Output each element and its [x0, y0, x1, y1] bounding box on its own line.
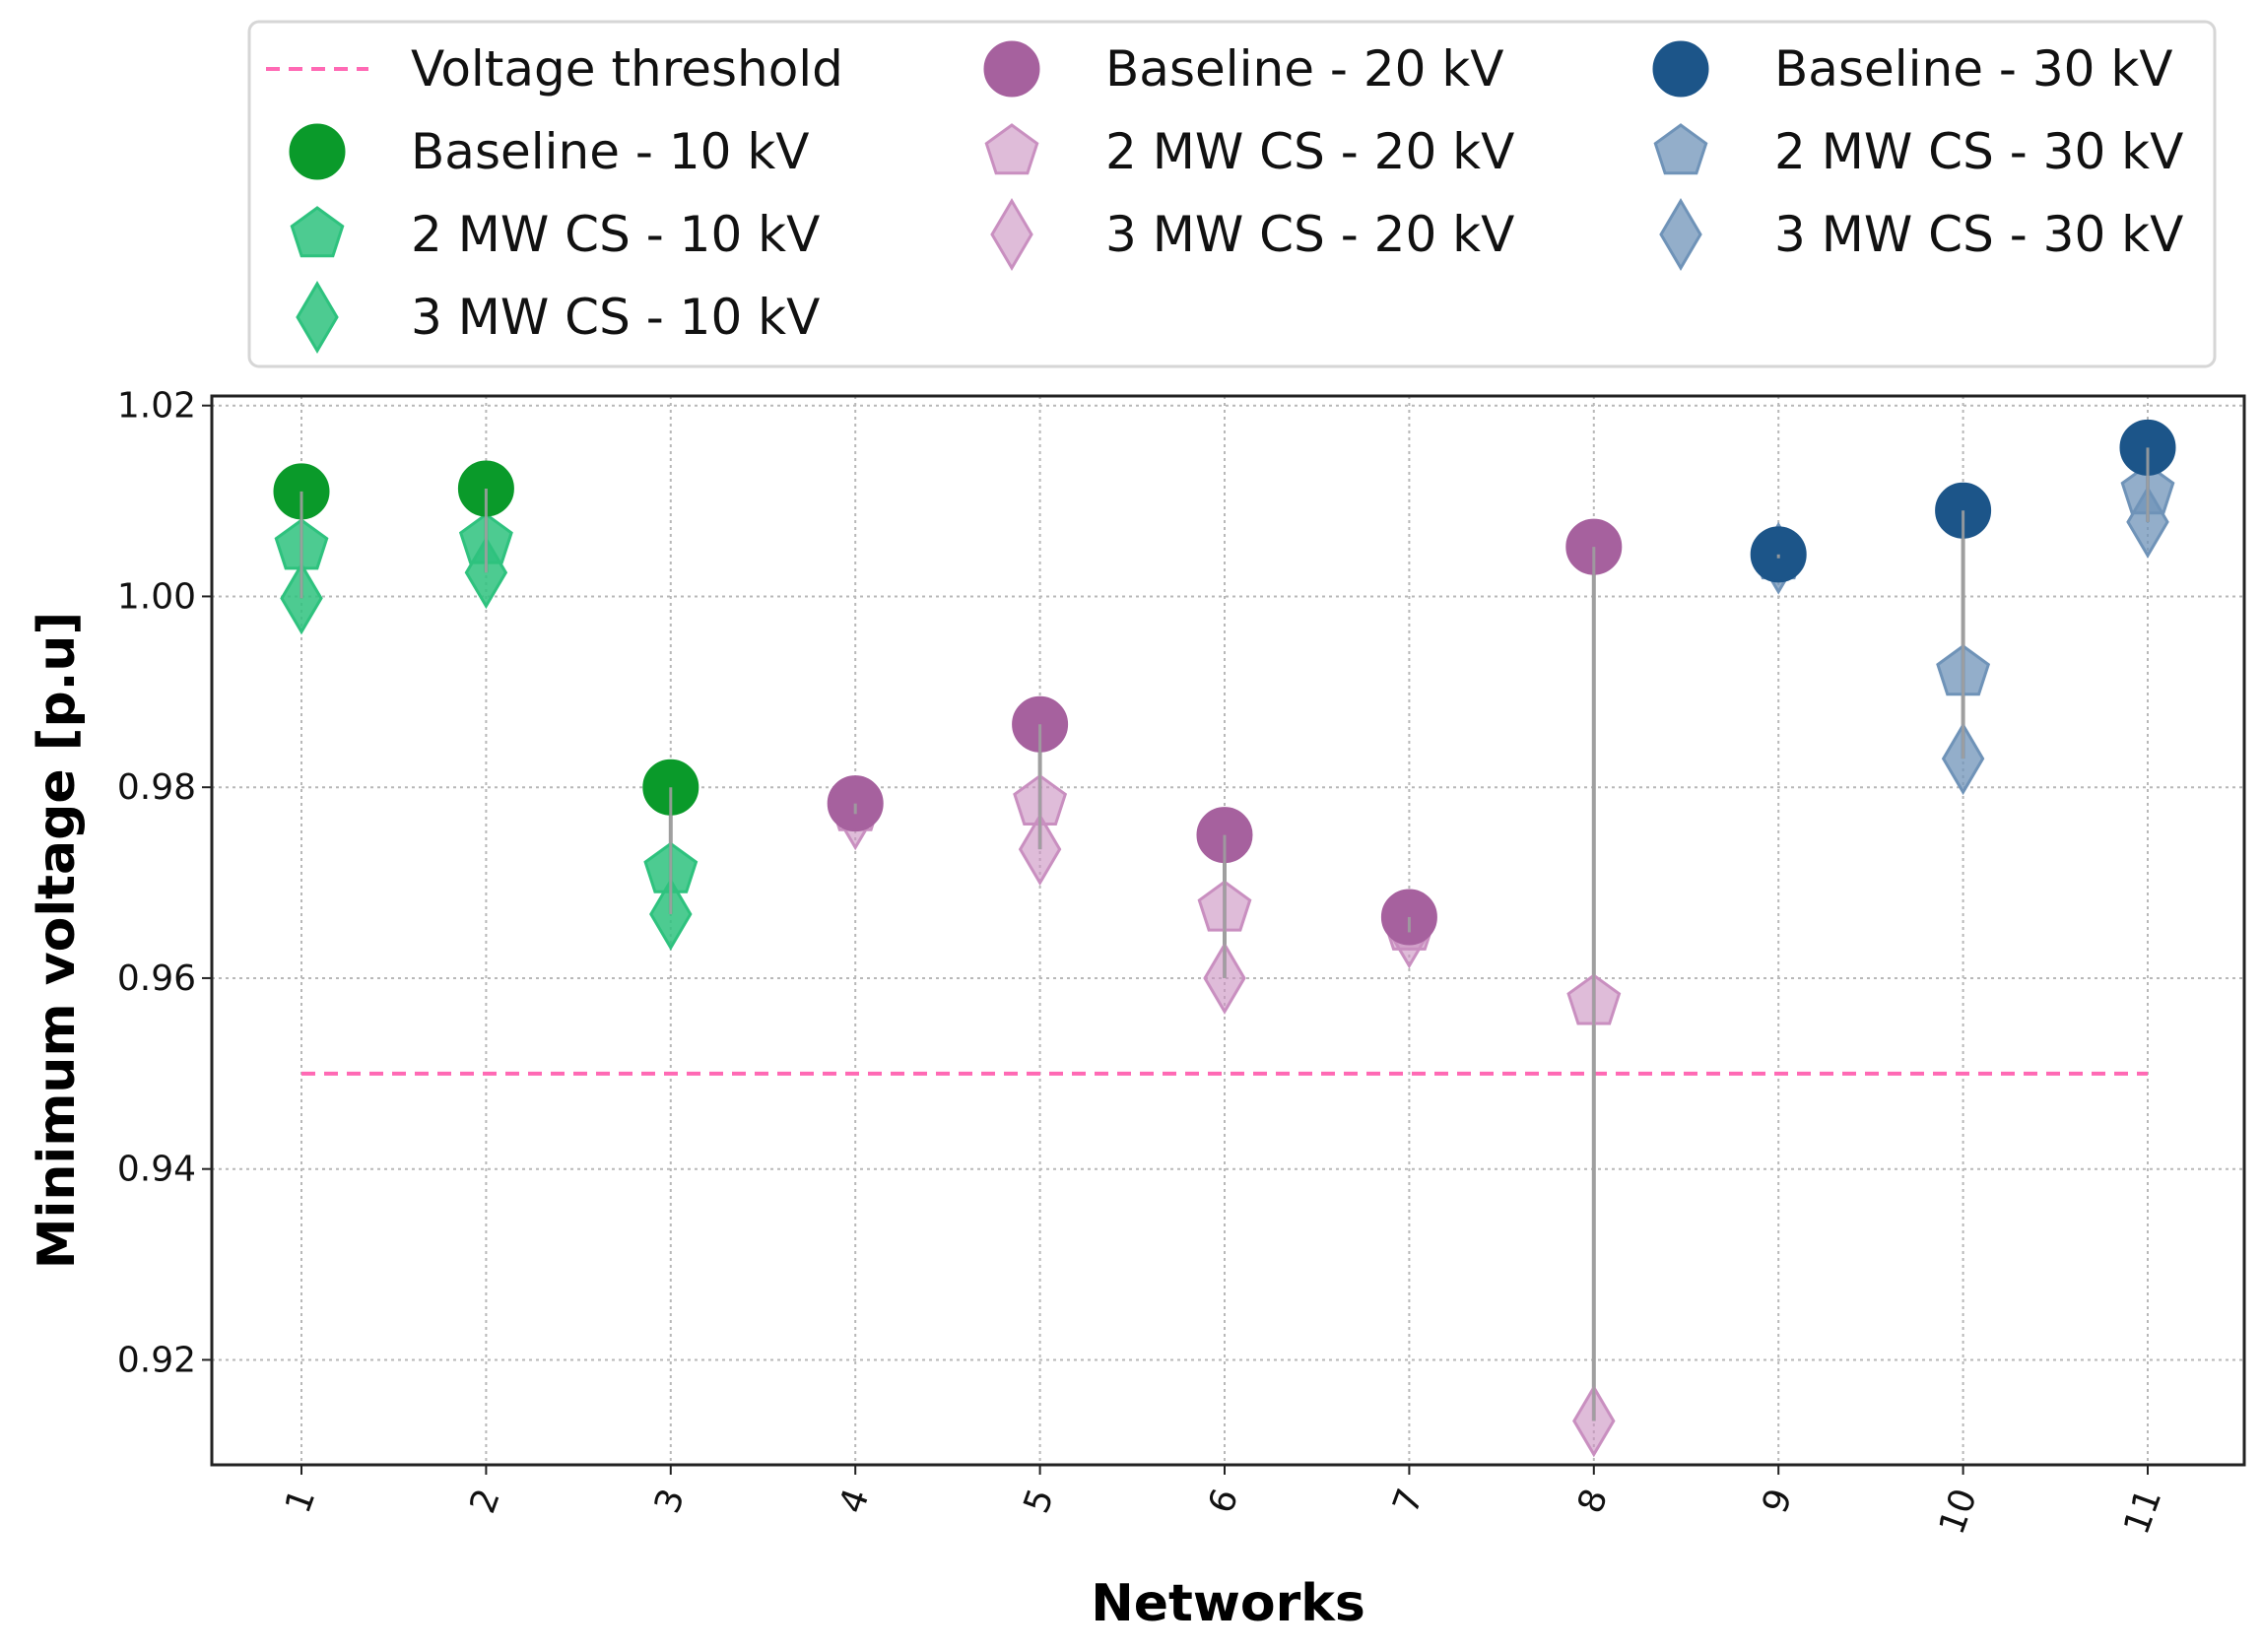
legend-label: 2 MW CS - 30 kV [1774, 123, 2183, 180]
x-tick-label-6: 6 [1201, 1484, 1246, 1519]
legend-item-baseline-30-kv: Baseline - 30 kV [1652, 40, 2173, 98]
legend-label: 3 MW CS - 30 kV [1774, 206, 2183, 263]
y-axis-title: Minimum voltage [p.u] [28, 612, 87, 1269]
x-tick-label-5: 5 [1017, 1484, 1062, 1519]
legend-swatch-2-mw-cs-30-kv [1653, 123, 1708, 175]
y-tick-label: 0.94 [117, 1150, 196, 1190]
y-axis-ticks: 0.92 0.94 0.96 0.98 1.00 1.02 [117, 386, 212, 1380]
y-tick-label: 0.92 [117, 1340, 196, 1380]
legend-item-3-mw-cs-10-kv: 3 MW CS - 10 kV [296, 281, 820, 354]
x-tick-label-1: 1 [278, 1484, 323, 1519]
legend-item-voltage-threshold: Voltage threshold [266, 40, 843, 98]
legend-label: Voltage threshold [411, 40, 843, 98]
plot-frame [210, 394, 2246, 1467]
legend-label: Baseline - 20 kV [1105, 40, 1504, 98]
legend-item-baseline-20-kv: Baseline - 20 kV [983, 40, 1504, 98]
data-points [273, 419, 2176, 1458]
y-tick-label: 1.02 [117, 386, 196, 427]
legend-label: 2 MW CS - 10 kV [411, 206, 820, 263]
legend-box [247, 20, 2217, 368]
legend-swatch-2-mw-cs-10-kv [290, 206, 345, 258]
legend-label: Baseline - 30 kV [1774, 40, 2173, 98]
legend-label: 2 MW CS - 20 kV [1105, 123, 1514, 180]
legend-swatch-3-mw-cs-10-kv [296, 281, 339, 354]
y-tick-label: 1.00 [117, 576, 196, 617]
legend-swatch-3-mw-cs-20-kv [990, 198, 1033, 271]
grid-lines [212, 396, 2244, 1465]
y-tick-label: 0.98 [117, 767, 196, 808]
x-axis-title: Networks [1091, 1574, 1365, 1633]
x-tick-label-8: 8 [1570, 1484, 1616, 1519]
legend-label: Baseline - 10 kV [411, 123, 810, 180]
legend-item-3-mw-cs-20-kv: 3 MW CS - 20 kV [990, 198, 1514, 271]
legend-label: 3 MW CS - 10 kV [411, 289, 820, 346]
legend-swatch-2-mw-cs-20-kv [984, 123, 1039, 175]
legend-swatch-baseline-20-kv [983, 40, 1040, 98]
x-tick-label-3: 3 [647, 1484, 693, 1519]
legend: Voltage threshold Baseline - 10 kV 2 MW CS… [247, 20, 2217, 368]
x-tick-label-7: 7 [1385, 1484, 1430, 1519]
legend-item-2-mw-cs-30-kv: 2 MW CS - 30 kV [1653, 123, 2183, 180]
legend-item-3-mw-cs-30-kv: 3 MW CS - 30 kV [1659, 198, 2183, 271]
legend-label: 3 MW CS - 20 kV [1105, 206, 1514, 263]
x-tick-label-11: 11 [2116, 1484, 2169, 1540]
legend-item-2-mw-cs-10-kv: 2 MW CS - 10 kV [290, 206, 820, 263]
x-axis-ticks: 1 2 3 4 5 6 7 8 9 10 11 [278, 1465, 2169, 1540]
x-tick-label-10: 10 [1932, 1484, 1985, 1540]
y-tick-label: 0.96 [117, 958, 196, 999]
legend-swatch-3-mw-cs-30-kv [1659, 198, 1702, 271]
legend-swatch-baseline-10-kv [289, 123, 346, 180]
x-tick-label-9: 9 [1755, 1484, 1800, 1519]
legend-item-baseline-10-kv: Baseline - 10 kV [289, 123, 810, 180]
legend-swatch-baseline-30-kv [1652, 40, 1709, 98]
legend-item-2-mw-cs-20-kv: 2 MW CS - 20 kV [984, 123, 1514, 180]
x-tick-label-2: 2 [462, 1484, 507, 1519]
x-tick-label-4: 4 [832, 1484, 877, 1519]
